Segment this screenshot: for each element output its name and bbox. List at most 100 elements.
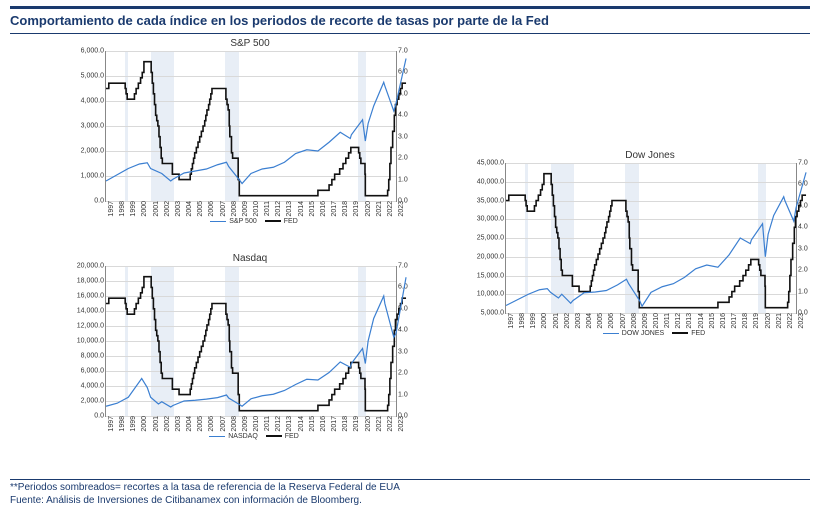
x-tick: 2004 [186, 201, 193, 217]
y-left-tick: 0.0 [94, 413, 106, 420]
x-tick: 2007 [620, 313, 627, 329]
x-tick: 2017 [331, 416, 338, 432]
x-tick: 2003 [575, 313, 582, 329]
legend-label-index: S&P 500 [229, 218, 257, 225]
y-right-tick: 1.0 [396, 391, 408, 398]
x-tick: 2023 [398, 416, 405, 432]
y-left-tick: 15,000.0 [477, 272, 506, 279]
x-tick: 2013 [286, 201, 293, 217]
x-tick: 2011 [264, 416, 271, 431]
x-tick: 2017 [731, 313, 738, 329]
x-tick: 2015 [709, 313, 716, 329]
x-tick: 2000 [141, 416, 148, 432]
x-tick: 2010 [253, 201, 260, 217]
index-line [106, 277, 406, 407]
y-left-tick: 2,000.0 [81, 398, 106, 405]
y-left-tick: 45,000.0 [477, 160, 506, 167]
y-right-tick: 6.0 [396, 284, 408, 291]
x-tick: 2000 [141, 201, 148, 217]
x-tick: 1997 [508, 313, 515, 329]
x-tick: 2009 [242, 201, 249, 217]
x-tick: 2015 [309, 416, 316, 432]
y-right-tick: 2.0 [396, 370, 408, 377]
x-tick: 2020 [765, 313, 772, 329]
chart-title: S&P 500 [70, 38, 430, 49]
y-left-tick: 16,000.0 [77, 293, 106, 300]
y-left-tick: 20,000.0 [77, 263, 106, 270]
y-left-tick: 6,000.0 [81, 368, 106, 375]
x-tick: 2000 [541, 313, 548, 329]
x-tick: 2015 [309, 201, 316, 217]
plot-area: 0.01,000.02,000.03,000.04,000.05,000.06,… [105, 51, 397, 202]
footer-note-2: Fuente: Análisis de Inversiones de Citib… [10, 495, 810, 508]
x-tick: 2004 [186, 416, 193, 432]
x-tick: 2018 [742, 313, 749, 329]
x-tick: 2012 [675, 313, 682, 329]
y-left-tick: 25,000.0 [477, 235, 506, 242]
x-tick: 2011 [664, 313, 671, 328]
x-tick: 2003 [175, 416, 182, 432]
chart-title: Nasdaq [70, 253, 430, 264]
x-tick: 2014 [298, 416, 305, 432]
x-tick: 2012 [275, 201, 282, 217]
y-left-tick: 4,000.0 [81, 383, 106, 390]
y-left-tick: 35,000.0 [477, 197, 506, 204]
x-tick: 2010 [653, 313, 660, 329]
x-tick: 2023 [798, 313, 805, 329]
x-tick: 2009 [642, 313, 649, 329]
x-tick: 2016 [320, 201, 327, 217]
y-left-tick: 4,000.0 [81, 98, 106, 105]
y-left-tick: 5,000.0 [81, 73, 106, 80]
x-tick: 2003 [175, 201, 182, 217]
y-right-tick: 4.0 [396, 112, 408, 119]
page-title: Comportamiento de cada índice en los per… [10, 13, 549, 28]
x-tick: 2020 [365, 201, 372, 217]
x-tick: 2002 [164, 201, 171, 217]
x-tick: 2008 [231, 201, 238, 217]
y-left-tick: 3,000.0 [81, 123, 106, 130]
x-tick: 2010 [253, 416, 260, 432]
x-tick: 2023 [398, 201, 405, 217]
x-tick: 2008 [231, 416, 238, 432]
x-tick: 2019 [753, 313, 760, 329]
x-tick: 2005 [197, 416, 204, 432]
y-right-tick: 4.0 [396, 327, 408, 334]
y-left-tick: 1,000.0 [81, 173, 106, 180]
legend-swatch-fed [672, 332, 688, 334]
y-left-tick: 0.0 [94, 198, 106, 205]
y-right-tick: 3.0 [396, 133, 408, 140]
legend: NASDAQFED [70, 433, 430, 440]
x-tick: 2011 [264, 201, 271, 216]
series-svg [506, 163, 796, 313]
footer-note-1: **Periodos sombreados= recortes a la tas… [10, 482, 810, 495]
y-right-tick: 4.0 [796, 224, 808, 231]
x-tick: 2008 [631, 313, 638, 329]
y-left-tick: 10,000.0 [477, 291, 506, 298]
x-tick: 1998 [119, 201, 126, 217]
chart-title: Dow Jones [470, 150, 820, 161]
y-left-tick: 10,000.0 [77, 338, 106, 345]
x-tick: 2022 [387, 201, 394, 217]
y-left-tick: 14,000.0 [77, 308, 106, 315]
x-tick: 2022 [387, 416, 394, 432]
y-left-tick: 5,000.0 [481, 310, 506, 317]
legend-swatch-fed [266, 435, 282, 437]
x-tick: 2021 [376, 416, 383, 432]
legend-label-fed: FED [284, 218, 298, 225]
x-tick: 2006 [608, 313, 615, 329]
x-tick: 2013 [286, 416, 293, 432]
y-right-tick: 7.0 [796, 160, 808, 167]
x-tick: 1998 [119, 416, 126, 432]
y-left-tick: 6,000.0 [81, 48, 106, 55]
x-tick: 2001 [553, 313, 560, 329]
x-tick: 2001 [153, 416, 160, 432]
x-tick: 1997 [108, 201, 115, 217]
x-tick: 2019 [353, 201, 360, 217]
x-tick: 2018 [342, 416, 349, 432]
x-tick: 1999 [130, 416, 137, 432]
legend-swatch-index [210, 221, 226, 222]
y-left-tick: 2,000.0 [81, 148, 106, 155]
fed-line [506, 174, 806, 308]
x-tick: 2002 [164, 416, 171, 432]
x-tick: 1997 [108, 416, 115, 432]
